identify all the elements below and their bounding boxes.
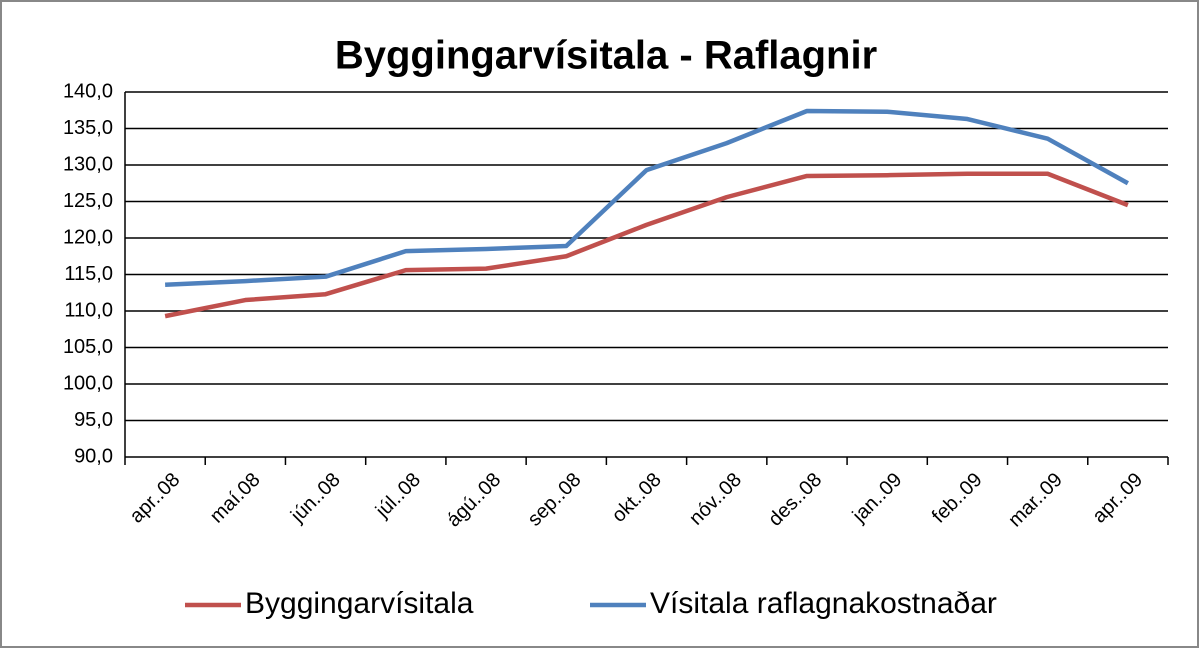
y-tick-label: 95,0 <box>74 409 113 431</box>
y-tick-label: 105,0 <box>63 336 113 358</box>
series-line <box>164 171 1129 319</box>
y-tick-label: 115,0 <box>64 263 113 285</box>
y-tick-label: 135,0 <box>63 117 113 139</box>
legend-label: Vísitala raflagnakostnaðar <box>650 587 997 620</box>
legend-label: Byggingarvísitala <box>245 587 474 620</box>
y-tick-label: 140,0 <box>63 80 113 102</box>
y-tick-label: 90,0 <box>74 445 113 467</box>
y-tick-label: 110,0 <box>64 299 113 321</box>
y-tick-label: 120,0 <box>63 226 113 248</box>
y-tick-label: 100,0 <box>63 372 113 394</box>
y-tick-label: 130,0 <box>63 153 113 175</box>
chart-title: Byggingarvísitala - Raflagnir <box>335 34 877 78</box>
series-line <box>165 108 1129 287</box>
y-tick-label: 125,0 <box>63 190 113 212</box>
